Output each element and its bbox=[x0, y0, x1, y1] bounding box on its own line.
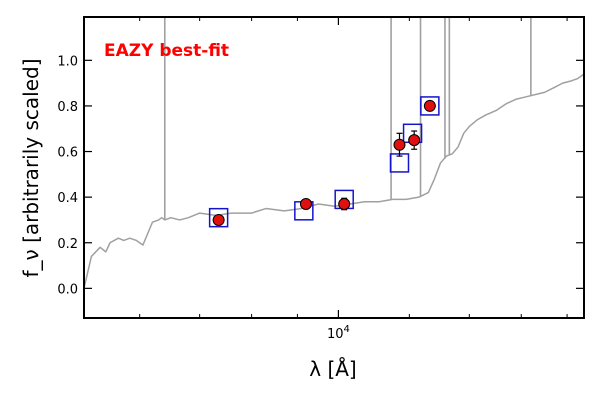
observed-marker bbox=[393, 138, 406, 151]
observed-point bbox=[338, 197, 351, 211]
x-axis-label: λ [Å] bbox=[309, 357, 356, 381]
observed-point bbox=[212, 213, 225, 226]
observed-marker bbox=[423, 99, 436, 112]
axes-layer: 0.0 0.2 0.4 0.6 0.8 1.0 104 bbox=[57, 16, 585, 342]
y-tick-label: 0.0 bbox=[57, 282, 78, 297]
model-point bbox=[420, 96, 440, 116]
y-tick-label: 0.6 bbox=[57, 146, 78, 161]
observed-marker bbox=[212, 213, 225, 226]
observed-point bbox=[408, 130, 421, 150]
y-axis-label: f_ν [arbitrarily scaled] bbox=[19, 59, 43, 278]
observed-marker bbox=[408, 134, 421, 147]
y-tick-label: 0.2 bbox=[57, 237, 78, 252]
sed-line bbox=[84, 73, 584, 289]
annotation-label: EAZY best-fit bbox=[104, 41, 229, 61]
observed-marker bbox=[299, 197, 312, 210]
y-tick-label: 0.8 bbox=[57, 100, 78, 115]
x-axis-label-text: λ [Å] bbox=[309, 357, 356, 381]
observed-point bbox=[393, 132, 406, 157]
model-point bbox=[208, 207, 229, 228]
y-tick-label: 0.4 bbox=[57, 191, 78, 206]
y-tick-label: 1.0 bbox=[57, 54, 78, 69]
plot-content bbox=[84, 17, 584, 289]
observed-point bbox=[423, 99, 436, 112]
observed-marker bbox=[338, 197, 351, 210]
y-axis-label-text: f_ν [arbitrarily scaled] bbox=[19, 59, 43, 278]
observed-point bbox=[299, 197, 312, 210]
x-tick-label: 104 bbox=[327, 324, 350, 342]
plot-frame bbox=[83, 16, 585, 319]
